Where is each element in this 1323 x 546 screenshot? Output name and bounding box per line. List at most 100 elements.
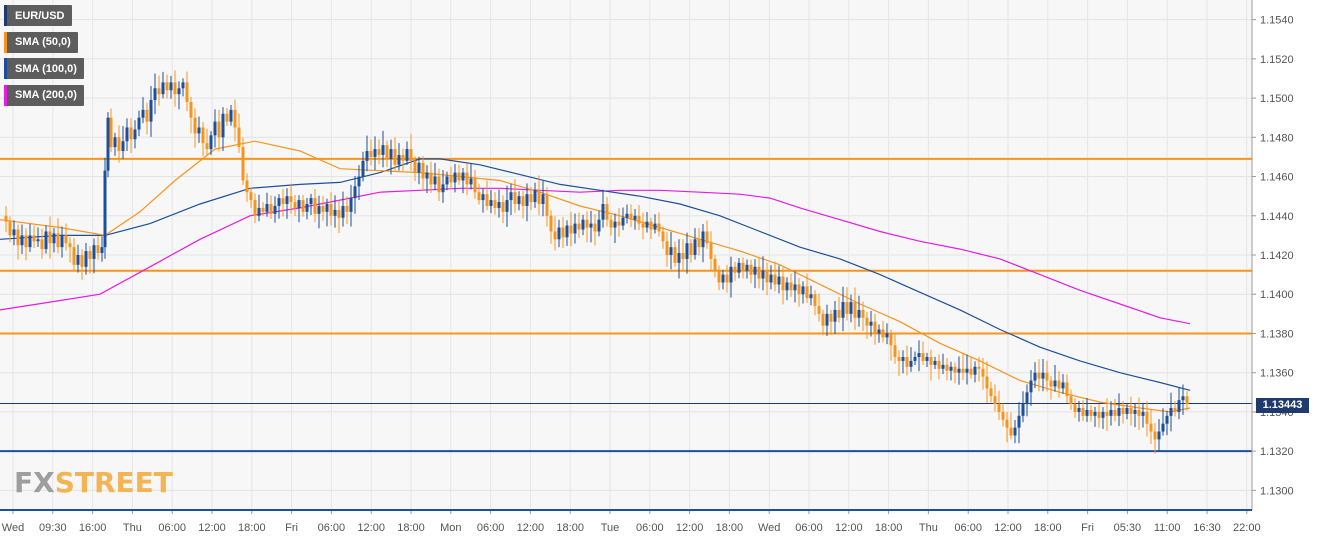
- candle-body: [761, 270, 765, 279]
- candle-body: [657, 223, 661, 232]
- candle-body: [1113, 409, 1117, 416]
- candle-body: [369, 151, 373, 157]
- candle-body: [513, 192, 517, 204]
- candle-body: [441, 184, 445, 193]
- candle-body: [489, 200, 493, 206]
- candle-body: [669, 247, 673, 255]
- x-tick-label: 12:00: [517, 522, 545, 534]
- candle-body: [617, 221, 621, 226]
- candle-body: [953, 366, 957, 373]
- candle-body: [145, 109, 149, 122]
- legend-item-instrument[interactable]: EUR/USD: [4, 5, 72, 26]
- candle-body: [1025, 392, 1029, 405]
- candle-body: [641, 223, 645, 228]
- y-tick-label: 1.1440: [1260, 211, 1294, 223]
- sma-lines: [0, 140, 1191, 413]
- candle-body: [725, 274, 729, 283]
- candle-body: [357, 176, 361, 187]
- candle-body: [52, 233, 56, 244]
- candle-body: [125, 127, 129, 142]
- candle-body: [1085, 409, 1089, 416]
- candle-body: [113, 137, 117, 148]
- candle-body: [40, 239, 44, 250]
- candle-body: [233, 109, 237, 128]
- candle-body: [597, 219, 601, 232]
- legend-item-sma100[interactable]: SMA (100,0): [4, 58, 84, 79]
- sma100-line: [0, 158, 1191, 391]
- y-tick-label: 1.1400: [1260, 289, 1294, 301]
- candle-body: [173, 82, 177, 95]
- candle-body: [445, 176, 449, 185]
- candle-body: [497, 202, 501, 208]
- candle-body: [409, 149, 413, 161]
- candle-body: [665, 241, 669, 255]
- candle-body: [96, 245, 100, 254]
- candle-body: [237, 127, 241, 148]
- candle-body: [565, 225, 569, 238]
- sma50-line: [0, 140, 1191, 413]
- candle-body: [103, 170, 107, 248]
- candle-body: [437, 176, 441, 193]
- candle-body: [285, 196, 289, 204]
- candle-body: [793, 284, 797, 291]
- candle-body: [929, 357, 933, 365]
- sma200-line: [0, 187, 1191, 325]
- candle-body: [713, 258, 717, 271]
- candle-body: [269, 204, 273, 214]
- candle-body: [169, 82, 173, 91]
- candle-body: [469, 178, 473, 185]
- candle-body: [969, 368, 973, 375]
- candle-body: [281, 198, 285, 204]
- legend-item-sma50[interactable]: SMA (50,0): [4, 31, 78, 53]
- legend-item-sma200[interactable]: SMA (200,0): [4, 84, 84, 106]
- candle-body: [465, 172, 469, 185]
- candle-body: [877, 329, 881, 334]
- candle-body: [677, 253, 681, 263]
- candle-body: [577, 223, 581, 230]
- candle-body: [733, 266, 737, 273]
- candle-body: [1133, 409, 1137, 414]
- candle-body: [149, 100, 153, 122]
- candle-body: [177, 88, 181, 95]
- candle-body: [137, 117, 141, 130]
- candle-body: [273, 205, 277, 214]
- candle-body: [353, 186, 357, 199]
- candle-body: [421, 162, 425, 179]
- x-tick-label: 22:00: [1233, 522, 1261, 534]
- candle-body: [801, 286, 805, 295]
- candle-body: [1037, 372, 1041, 379]
- candle-body: [1125, 408, 1129, 414]
- x-tick-label: 18:00: [875, 522, 903, 534]
- candle-body: [673, 247, 677, 263]
- candle-body: [629, 213, 633, 220]
- candle-body: [133, 129, 137, 140]
- candle-body: [653, 223, 657, 230]
- candle-body: [749, 264, 753, 275]
- candle-body: [1041, 372, 1045, 379]
- legend-label: EUR/USD: [15, 9, 65, 22]
- legend-swatch: [4, 58, 7, 79]
- candle-body: [48, 231, 52, 244]
- candle-body: [549, 215, 553, 232]
- candle-body: [32, 235, 36, 242]
- candle-body: [1165, 415, 1169, 424]
- candle-body: [92, 245, 96, 259]
- candle-body: [229, 109, 233, 122]
- candle-body: [521, 196, 525, 206]
- candle-body: [193, 117, 197, 134]
- candle-body: [72, 247, 76, 265]
- candle-body: [213, 121, 217, 136]
- candle-body: [413, 160, 417, 173]
- candle-body: [909, 360, 913, 367]
- candle-body: [765, 270, 769, 283]
- candle-body: [461, 172, 465, 181]
- candle-body: [457, 172, 461, 181]
- candle-body: [873, 321, 877, 334]
- candle-body: [329, 204, 333, 216]
- candle-body: [1061, 382, 1065, 389]
- candle-body: [1089, 409, 1093, 416]
- candle-body: [681, 253, 685, 259]
- candle-body: [161, 82, 165, 95]
